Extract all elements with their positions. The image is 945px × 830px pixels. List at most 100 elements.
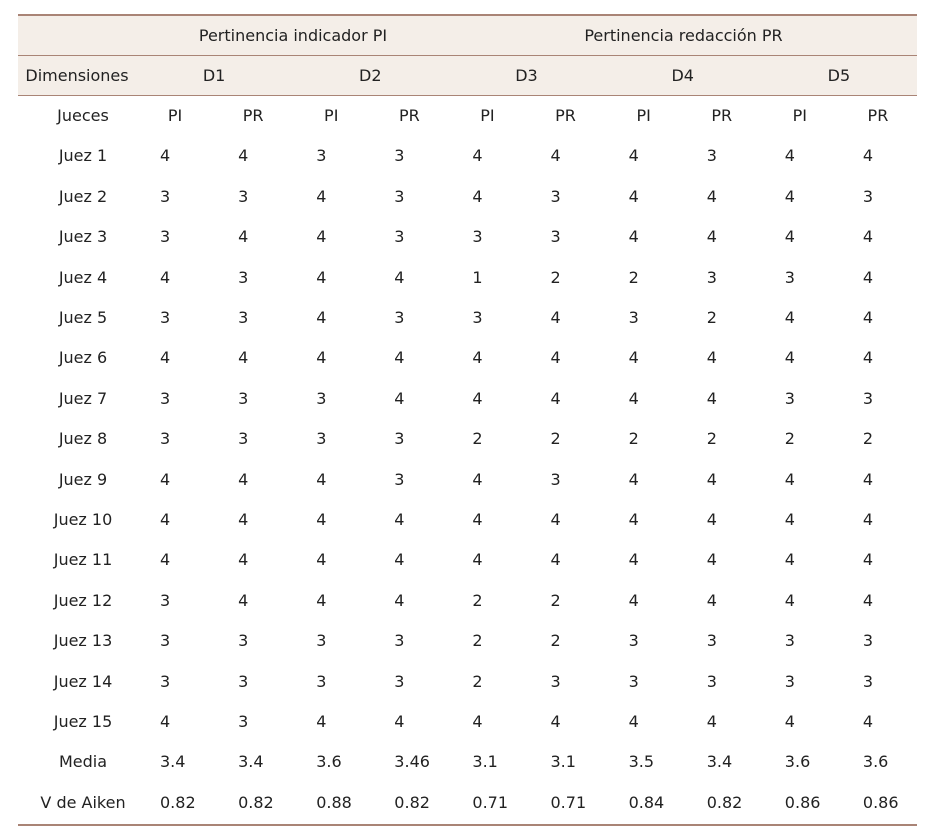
cell-value: 2 <box>628 267 639 287</box>
row-label: Juez 9 <box>58 469 108 489</box>
cell-value: 4 <box>784 712 795 731</box>
header-rule <box>18 95 917 96</box>
cell-value: 4 <box>550 510 561 529</box>
cell-value: 4 <box>160 146 171 166</box>
cell-value: 3 <box>238 186 249 206</box>
cell-value: 3 <box>550 469 561 489</box>
cell-value: 4 <box>238 550 249 570</box>
cell-value: 3 <box>238 712 249 731</box>
cell-value: 4 <box>472 348 483 368</box>
cell-value: 4 <box>238 510 249 529</box>
column-header: PR <box>867 106 889 125</box>
cell-value: 0.71 <box>472 792 509 812</box>
cell-value: 0.86 <box>784 792 821 812</box>
cell-value: 2 <box>472 671 483 691</box>
row-label: Juez 11 <box>53 550 113 570</box>
cell-value: 4 <box>316 186 327 206</box>
cell-value: 3 <box>394 186 405 206</box>
cell-value: 4 <box>784 469 795 489</box>
cell-value: 3 <box>238 308 249 327</box>
cell-value: 4 <box>706 510 717 529</box>
cell-value: 3 <box>628 308 639 327</box>
cell-value: 2 <box>550 590 561 610</box>
row-label: Media <box>58 752 108 772</box>
cell-value: 3 <box>472 227 483 247</box>
cell-value: 4 <box>628 510 639 529</box>
cell-value: 3 <box>394 146 405 166</box>
cell-value: 4 <box>628 550 639 570</box>
cell-value: 0.82 <box>238 792 274 812</box>
cell-value: 4 <box>238 348 249 368</box>
cell-value: 4 <box>316 590 327 610</box>
cell-value: 4 <box>706 186 717 206</box>
cell-value: 3 <box>238 267 249 287</box>
cell-value: 3 <box>706 267 717 287</box>
cell-value: 4 <box>784 186 795 206</box>
cell-value: 3 <box>394 631 405 651</box>
cell-value: 3 <box>160 590 171 610</box>
cell-value: 0.88 <box>316 792 352 812</box>
cell-value: 4 <box>706 227 717 247</box>
cell-value: 4 <box>862 227 874 247</box>
cell-value: 4 <box>472 146 483 166</box>
cell-value: 4 <box>862 712 874 731</box>
cell-value: 3 <box>628 671 639 691</box>
column-header: PR <box>242 106 264 125</box>
cell-value: 4 <box>316 267 327 287</box>
cell-value: 3.4 <box>160 752 186 772</box>
row-label: Juez 13 <box>53 631 113 651</box>
cell-value: 4 <box>706 469 717 489</box>
cell-value: 0.82 <box>706 792 743 812</box>
cell-value: 4 <box>316 469 327 489</box>
cell-value: 3 <box>706 671 717 691</box>
cell-value: 2 <box>472 590 483 610</box>
dimension-header: D2 <box>359 66 382 85</box>
cell-value: 4 <box>394 388 405 408</box>
cell-value: 3.5 <box>628 752 655 772</box>
cell-value: 3 <box>784 671 795 691</box>
cell-value: 4 <box>784 227 795 247</box>
row-label: Juez 3 <box>58 227 108 247</box>
cell-value: 4 <box>472 550 483 570</box>
cell-value: 3 <box>862 186 874 206</box>
row-label: Juez 12 <box>53 590 113 610</box>
group-header: Pertinencia indicador PI <box>198 26 388 45</box>
cell-value: 0.82 <box>394 792 430 812</box>
column-header: PI <box>324 106 339 125</box>
cell-value: 3.6 <box>862 752 889 772</box>
cell-value: 2 <box>550 631 561 651</box>
cell-value: 4 <box>316 308 327 327</box>
cell-value: 4 <box>238 590 249 610</box>
cell-value: 4 <box>784 550 795 570</box>
cell-value: 0.86 <box>862 792 899 812</box>
cell-value: 3 <box>394 469 405 489</box>
cell-value: 4 <box>394 510 405 529</box>
cell-value: 4 <box>160 267 171 287</box>
cell-value: 4 <box>628 469 639 489</box>
cell-value: 4 <box>784 348 795 368</box>
cell-value: 4 <box>862 267 874 287</box>
cell-value: 3 <box>550 186 561 206</box>
row-label: Jueces <box>57 106 109 125</box>
cell-value: 3 <box>394 671 405 691</box>
column-header: PI <box>792 106 808 125</box>
cell-value: 0.71 <box>550 792 587 812</box>
row-label: Juez 6 <box>58 348 108 368</box>
cell-value: 3.6 <box>784 752 811 772</box>
cell-value: 4 <box>784 308 795 327</box>
cell-value: 4 <box>238 227 249 247</box>
cell-value: 4 <box>706 712 717 731</box>
column-header: PI <box>167 106 183 125</box>
cell-value: 4 <box>316 227 327 247</box>
row-label: Juez 5 <box>58 308 108 327</box>
column-header: PR <box>711 106 733 125</box>
cell-value: 3 <box>160 186 171 206</box>
cell-value: 4 <box>472 388 483 408</box>
cell-value: 3 <box>316 671 327 691</box>
cell-value: 4 <box>550 550 561 570</box>
cell-value: 4 <box>472 510 483 529</box>
cell-value: 3.1 <box>550 752 576 772</box>
cell-value: 3 <box>238 388 249 408</box>
header-rule <box>18 55 917 56</box>
